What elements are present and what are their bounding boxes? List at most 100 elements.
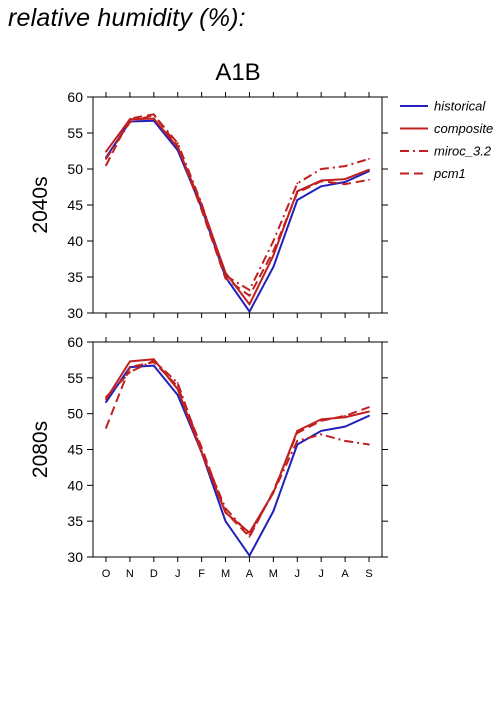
data-point [344, 165, 346, 168]
series-line-historical [105, 119, 370, 313]
data-point [129, 117, 131, 120]
data-point [344, 181, 346, 183]
series-line-miroc_3.2 [105, 114, 370, 291]
data-point [320, 185, 323, 188]
legend-item-composite: composite [400, 121, 493, 136]
data-point [129, 360, 131, 363]
series-line-miroc_3.2 [105, 359, 370, 536]
data-point [105, 401, 107, 404]
data-point [296, 190, 299, 193]
x-tick-label: A [246, 568, 254, 580]
legend-label: composite [434, 121, 493, 136]
data-point [200, 450, 203, 452]
y-tick-label: 40 [67, 477, 83, 493]
data-point [272, 250, 275, 252]
legend-label: historical [434, 99, 486, 114]
data-point [320, 433, 323, 436]
data-point [272, 240, 275, 242]
data-point [296, 432, 299, 434]
x-tick-label: S [365, 568, 372, 580]
data-point [152, 113, 155, 116]
y-tick-label: 35 [67, 513, 83, 529]
data-point [248, 294, 251, 297]
x-tick-label: D [150, 568, 158, 580]
panel-label: 2040s [29, 176, 52, 233]
panel-2040s: 30 35 40 45 50 55 60 2040s [29, 89, 388, 321]
x-tick-label: M [269, 568, 278, 580]
series-historical [105, 364, 370, 557]
data-point [344, 178, 346, 180]
data-point [224, 277, 227, 280]
data-point [176, 385, 179, 388]
data-point [105, 164, 107, 167]
data-point [368, 410, 370, 413]
y-tick-label: 45 [67, 442, 83, 458]
legend-label: miroc_3.2 [434, 144, 492, 159]
data-point [320, 419, 323, 422]
panel-frame [92, 96, 383, 314]
data-point [368, 443, 370, 446]
x-tick-label: J [295, 568, 301, 580]
x-tick-label: A [341, 568, 349, 580]
series-miroc_3.2 [105, 114, 370, 291]
legend-label: pcm1 [433, 166, 466, 181]
series-pcm1 [105, 113, 370, 297]
data-point [272, 254, 275, 257]
legend-item-miroc_3.2: miroc_3.2 [400, 144, 492, 159]
data-point [296, 191, 299, 194]
series-composite [105, 358, 370, 534]
data-point [200, 446, 203, 449]
data-point [248, 536, 251, 538]
x-tick-label: M [221, 568, 230, 580]
data-point [224, 271, 227, 274]
chart-legend: historical composite miroc_3.2 pcm1 [400, 99, 493, 181]
panel-label: 2080s [29, 421, 52, 478]
data-point [272, 490, 275, 492]
data-point [272, 266, 275, 268]
data-point [344, 183, 346, 186]
data-point [224, 510, 227, 513]
data-point [248, 289, 251, 291]
data-point [224, 520, 227, 523]
panel-frame [92, 341, 383, 558]
data-point [344, 416, 346, 419]
y-tick-label: 30 [67, 549, 83, 565]
chart-panels: 30 35 40 45 50 55 60 2040s 30 35 40 45 50 55 60 2080s O N… [29, 89, 388, 580]
panel-2080s: 30 35 40 45 50 55 60 2080s [29, 334, 388, 565]
series-line-pcm1 [105, 361, 370, 538]
y-tick-label: 60 [67, 89, 83, 105]
x-tick-label: J [175, 568, 181, 580]
data-point [248, 310, 251, 313]
data-point [368, 406, 370, 409]
x-tick-label: O [102, 568, 111, 580]
data-point [105, 150, 107, 153]
data-point [296, 440, 299, 442]
data-point [368, 178, 370, 181]
data-point [368, 158, 370, 160]
y-tick-label: 50 [67, 161, 83, 177]
data-point [105, 158, 107, 160]
data-point [152, 361, 155, 363]
data-point [320, 429, 323, 432]
x-tick-label: J [318, 568, 324, 580]
series-miroc_3.2 [105, 359, 370, 536]
series-composite [105, 117, 370, 306]
data-point [152, 359, 155, 362]
data-point [248, 303, 251, 306]
chart-title: A1B [215, 59, 260, 86]
legend-item-pcm1: pcm1 [400, 166, 466, 181]
data-point [176, 381, 179, 384]
y-tick-label: 50 [67, 406, 83, 422]
data-point [344, 425, 346, 428]
y-tick-label: 35 [67, 269, 83, 285]
series-line-pcm1 [105, 113, 370, 297]
data-point [152, 358, 155, 361]
data-point [176, 394, 179, 396]
data-point [200, 202, 203, 205]
data-point [129, 121, 131, 124]
data-point [152, 117, 155, 120]
y-tick-label: 40 [67, 233, 83, 249]
series-pcm1 [105, 361, 370, 538]
data-point [368, 414, 370, 417]
